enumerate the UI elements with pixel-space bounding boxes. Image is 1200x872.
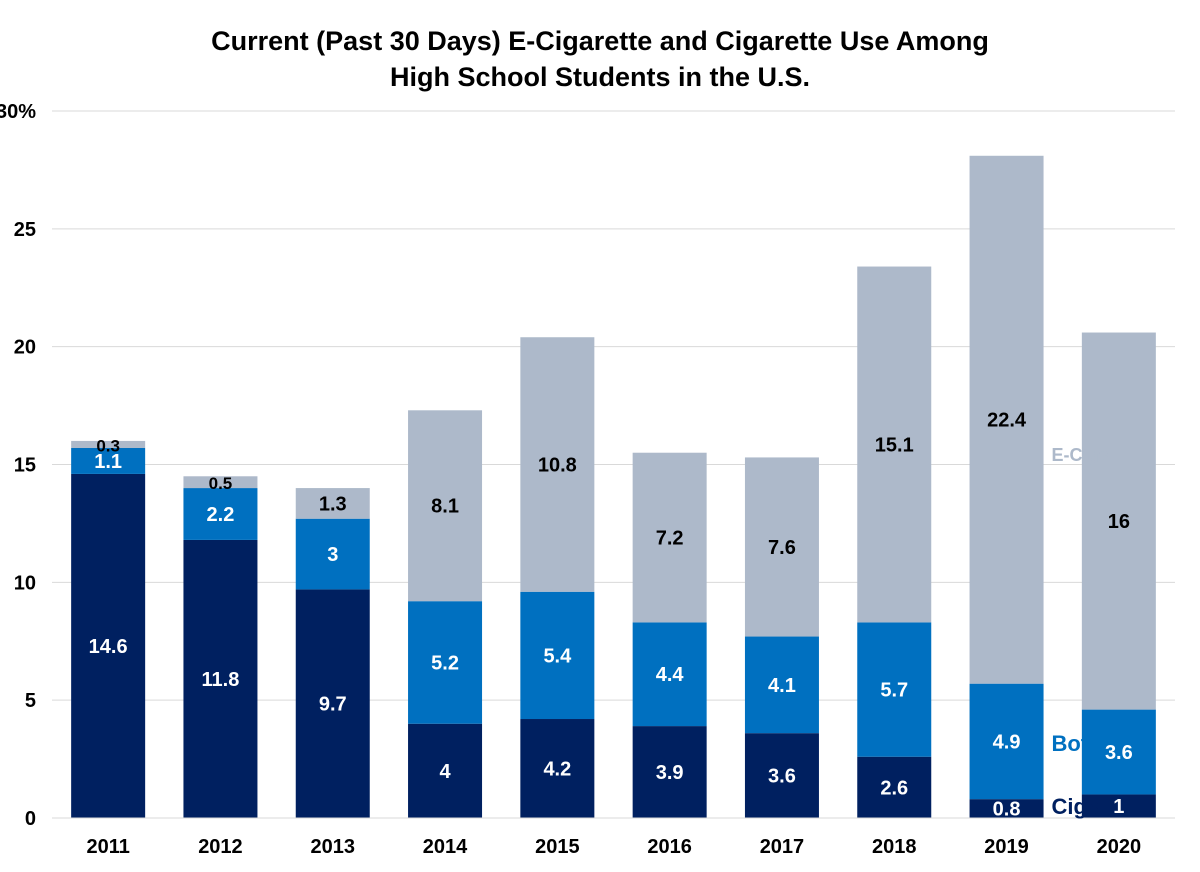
bar-e-cigs-2018 bbox=[857, 266, 932, 623]
chart-title-line-1: Current (Past 30 Days) E-Cigarette and C… bbox=[211, 26, 989, 56]
bar-both-2020 bbox=[1081, 709, 1156, 795]
bar-both-2013 bbox=[295, 518, 370, 590]
bar-cigs-2015 bbox=[520, 719, 595, 818]
data-label-e-cigs-2013: 1.3 bbox=[319, 493, 347, 515]
bars: 14.6 1.10.3 11.8 2.2 0.5 9.7 3 1.3 4 5.2 8.1 4.2 5.4… bbox=[71, 155, 1156, 821]
x-tick-label: 2016 bbox=[647, 836, 692, 858]
y-tick-label: 20 bbox=[14, 337, 36, 359]
bar-cigs-2011 bbox=[71, 473, 146, 818]
data-label-cigs-2011: 14.6 bbox=[89, 636, 128, 658]
data-label-both-2017: 4.1 bbox=[768, 675, 796, 697]
x-tick-label: 2018 bbox=[872, 836, 917, 858]
bar-cigs-2013 bbox=[295, 589, 370, 818]
data-label-cigs-2019: 0.8 bbox=[993, 799, 1021, 821]
y-tick-label: 30% bbox=[0, 101, 36, 123]
data-label-cigs-2017: 3.6 bbox=[768, 766, 796, 788]
x-tick-label: 2015 bbox=[535, 836, 580, 858]
bar-cigs-2012 bbox=[183, 539, 258, 818]
bar-both-2016 bbox=[632, 622, 707, 727]
data-label-both-2014: 5.2 bbox=[431, 652, 459, 674]
chart-title-line-2: High School Students in the U.S. bbox=[390, 62, 810, 92]
legend-label-cigs: Cigs bbox=[1052, 794, 1100, 819]
x-tick-label: 2014 bbox=[423, 836, 468, 858]
bar-cigs-2019 bbox=[969, 799, 1044, 818]
data-label-cigs-2020: 1 bbox=[1113, 796, 1124, 818]
data-label-e-cigs-2020: 16 bbox=[1108, 511, 1130, 533]
y-axis: 0 5 10 15 20 25 30% bbox=[0, 101, 36, 830]
bar-e-cigs-2012 bbox=[183, 476, 258, 489]
bar-e-cigs-2020 bbox=[1081, 332, 1156, 710]
bar-cigs-2016 bbox=[632, 726, 707, 818]
data-label-both-2015: 5.4 bbox=[543, 645, 572, 667]
x-tick-label: 2012 bbox=[198, 836, 243, 858]
legend-label-e-cigs: E-Cigs bbox=[1052, 445, 1109, 465]
bar-both-2015 bbox=[520, 591, 595, 720]
x-tick-label: 2020 bbox=[1097, 836, 1142, 858]
x-tick-label: 2017 bbox=[760, 836, 805, 858]
bar-both-2011 bbox=[71, 448, 146, 474]
bar-both-2012 bbox=[183, 488, 258, 540]
bar-cigs-2018 bbox=[857, 756, 932, 818]
data-label-both-2019: 4.9 bbox=[993, 731, 1021, 753]
x-tick-label: 2011 bbox=[86, 836, 129, 858]
data-label-e-cigs-2019: 22.4 bbox=[987, 410, 1027, 432]
bar-e-cigs-2014 bbox=[408, 410, 483, 602]
data-label-cigs-2012: 11.8 bbox=[202, 669, 240, 691]
data-label-both-2013: 3 bbox=[327, 544, 338, 566]
data-label-cigs-2015: 4.2 bbox=[543, 759, 571, 781]
bar-e-cigs-2013 bbox=[295, 488, 370, 519]
bar-both-2014 bbox=[408, 601, 483, 724]
bar-e-cigs-2016 bbox=[632, 452, 707, 623]
bar-both-2017 bbox=[744, 636, 819, 734]
bar-e-cigs-2011 bbox=[71, 440, 146, 449]
bar-e-cigs-2019 bbox=[969, 155, 1044, 684]
data-label-e-cigs-2014: 8.1 bbox=[431, 496, 459, 518]
data-label-both-2016: 4.4 bbox=[656, 664, 685, 686]
y-tick-label: 25 bbox=[14, 219, 36, 241]
bar-cigs-2017 bbox=[744, 733, 819, 818]
y-tick-label: 0 bbox=[25, 808, 36, 830]
data-label-both-2011: 1.1 bbox=[94, 451, 122, 473]
data-label-both-2018: 5.7 bbox=[880, 680, 908, 702]
data-label-e-cigs-2015: 10.8 bbox=[538, 455, 577, 477]
bar-cigs-2020 bbox=[1081, 794, 1156, 818]
bar-cigs-2014 bbox=[408, 723, 483, 818]
y-tick-label: 10 bbox=[14, 572, 36, 594]
data-label-cigs-2013: 9.7 bbox=[319, 694, 347, 716]
y-tick-label: 15 bbox=[14, 455, 36, 477]
x-tick-label: 2013 bbox=[311, 836, 356, 858]
data-label-e-cigs-2018: 15.1 bbox=[875, 434, 914, 456]
data-label-e-cigs-2017: 7.6 bbox=[768, 537, 796, 559]
data-label-cigs-2016: 3.9 bbox=[656, 762, 684, 784]
data-label-e-cigs-2011: 0.3 bbox=[96, 436, 120, 455]
data-label-e-cigs-2016: 7.2 bbox=[656, 528, 684, 550]
data-label-both-2020: 3.6 bbox=[1105, 742, 1133, 764]
bar-both-2019 bbox=[969, 683, 1044, 800]
bar-both-2018 bbox=[857, 622, 932, 757]
data-label-both-2012: 2.2 bbox=[207, 504, 235, 526]
y-tick-label: 5 bbox=[25, 690, 36, 712]
data-label-e-cigs-2012: 0.5 bbox=[209, 474, 233, 493]
legend-label-both: Both bbox=[1052, 731, 1102, 756]
data-label-cigs-2014: 4 bbox=[439, 761, 451, 783]
legend: Cigs Both E-Cigs bbox=[1052, 445, 1109, 819]
data-label-cigs-2018: 2.6 bbox=[880, 777, 908, 799]
chart-title: Current (Past 30 Days) E-Cigarette and C… bbox=[211, 26, 989, 92]
x-axis: 2011 2012 2013 2014 2015 2016 2017 2018 2019 2020 bbox=[52, 817, 1175, 858]
bar-e-cigs-2017 bbox=[744, 457, 819, 637]
x-tick-label: 2019 bbox=[984, 836, 1029, 858]
bar-e-cigs-2015 bbox=[520, 337, 595, 592]
